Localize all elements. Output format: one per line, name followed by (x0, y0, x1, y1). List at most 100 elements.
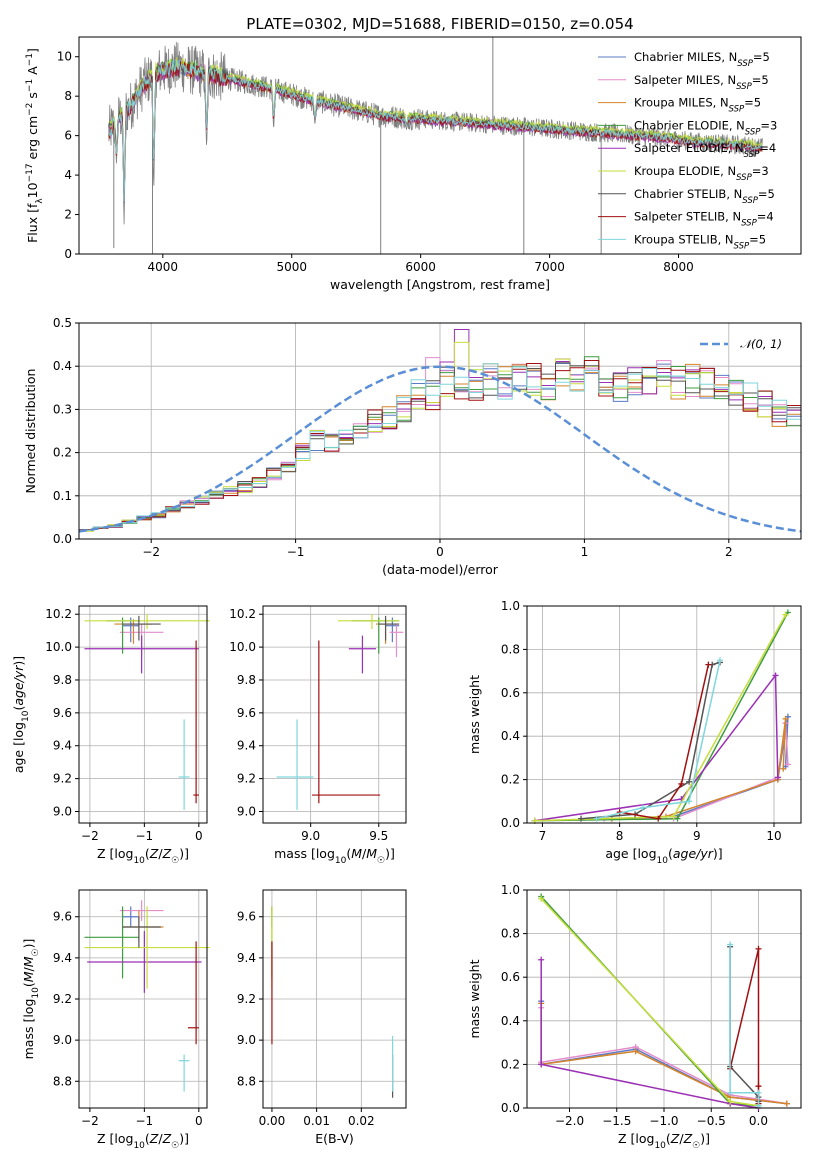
weight-marker (538, 1061, 545, 1068)
label-part: M (366, 846, 377, 861)
label-part: ( (346, 846, 351, 861)
weight-marker (686, 798, 693, 805)
y-tick-label: 10.2 (229, 607, 256, 621)
error-bar-point (87, 931, 202, 993)
y-tick-label: 0.2 (53, 446, 72, 460)
label-part: Z (162, 1131, 172, 1146)
error-bar-point (276, 719, 314, 810)
label-part: ( (145, 1131, 150, 1146)
y-tick-label: 8.8 (53, 1074, 72, 1088)
weight-series (593, 657, 723, 822)
label-part: 10 (335, 856, 347, 866)
residual-histogram-step (79, 360, 801, 539)
axes-frame (78, 36, 802, 255)
y-tick-label: 0.0 (501, 1101, 520, 1115)
age-vs-mass-panel: 9.0 9.5 9.0 9.2 9.4 9.6 9.8 10.0 10.2 mass [log10… (229, 605, 407, 866)
label-part: −17 (25, 163, 35, 182)
label-part: 10 (133, 856, 145, 866)
x-tick-label: 8 (616, 829, 624, 843)
legend-entry: Salpeter STELIB, NSSP=4 (634, 210, 774, 229)
legend-label: Salpeter STELIB, N (634, 210, 741, 224)
legend-suffix: =3 (752, 164, 769, 178)
label-part: ( (145, 846, 150, 861)
y-tick-label: 0 (64, 247, 72, 261)
weight-marker (782, 611, 789, 618)
axes-frame (262, 889, 407, 1109)
legend-entry: Salpeter ELODIE, NSSP=4 (634, 141, 776, 160)
weight-marker (727, 1098, 734, 1105)
error-bar-point (337, 614, 400, 630)
legend-subscript: SSP (736, 82, 752, 92)
y-tick-label: 9.0 (237, 1033, 256, 1047)
error-bar-point (122, 906, 139, 928)
x-tick-label: 9 (693, 829, 701, 843)
y-tick-label: 10.2 (45, 607, 72, 621)
y-tick-label: 9.6 (237, 910, 256, 924)
x-axis-label: Z [log10(Z/Z☉)] (97, 846, 189, 866)
y-tick-label: 0.4 (53, 359, 72, 373)
axes-frame (262, 605, 407, 824)
weight-marker (578, 815, 585, 822)
y-axis-label: mass weight (467, 675, 482, 754)
label-part: age [log (11, 722, 26, 773)
y-tick-label: 0.1 (53, 489, 72, 503)
label-part: Z (162, 846, 172, 861)
label-part: Z (149, 846, 159, 861)
x-tick-label: 0.0 (749, 1114, 768, 1128)
weight-marker (639, 804, 646, 811)
x-axis-label: mass [log10(M/M☉)] (274, 846, 395, 866)
weight-series-line (729, 944, 760, 1106)
label-part: ☉ (171, 856, 179, 866)
spectrum-plot-area (108, 37, 763, 254)
label-part: / (362, 846, 367, 861)
label-part: s (25, 92, 40, 103)
label-part: mass [log (274, 846, 335, 861)
y-tick-label: 6 (64, 129, 72, 143)
hist-plot-area (79, 329, 801, 539)
x-tick-label: −1 (136, 829, 154, 843)
y-tick-label: 0.3 (53, 402, 72, 416)
y-tick-label: 9.0 (237, 804, 256, 818)
legend-subscript: SSP (734, 241, 750, 251)
label-part: ( (21, 982, 36, 987)
x-tick-label: −1.5 (602, 1114, 631, 1128)
weight-marker (727, 941, 734, 948)
x-tick-label: −0.5 (697, 1114, 726, 1128)
weight-marker (783, 1100, 790, 1107)
y-tick-label: 0.8 (501, 927, 520, 941)
x-tick-label: 0.00 (259, 1114, 286, 1128)
weight-marker (780, 765, 787, 772)
weight-marker (678, 780, 685, 787)
y-tick-label: 0.2 (501, 773, 520, 787)
y-tick-label: 0.6 (501, 970, 520, 984)
label-part: mass [log (21, 999, 36, 1060)
error-bar-point (193, 640, 199, 804)
legend-entry: Kroupa STELIB, NSSP=5 (634, 232, 766, 251)
label-part: ] (25, 48, 40, 53)
weight-marker (632, 1048, 639, 1055)
legend-entry: Salpeter MILES, NSSP=5 (634, 73, 769, 92)
label-part: )] (21, 939, 36, 949)
y-tick-label: 9.4 (53, 951, 72, 965)
label-part: ( (666, 1131, 671, 1146)
weight-vs-metallicity-panel: −2.0 −1.5 −1.0 −0.5 0.0 0.0 0.2 0.4 0.6 0.8 1.0 mas… (467, 883, 802, 1151)
error-bar-point (312, 640, 381, 804)
x-tick-label: −1.0 (649, 1114, 678, 1128)
x-axis-label: wavelength [Angstrom, rest frame] (330, 277, 550, 292)
y-tick-label: 10.0 (229, 640, 256, 654)
weight-series-line (619, 664, 710, 820)
legend-suffix: =5 (744, 96, 761, 110)
error-bar-point (122, 617, 139, 643)
x-tick-label: 7000 (534, 260, 565, 274)
label-part: 10 (31, 987, 41, 999)
weight-marker (782, 715, 789, 722)
label-part: Z [log (97, 1131, 133, 1146)
legend-subscript: SSP (745, 127, 761, 137)
error-bar-point (119, 900, 164, 921)
label-part: )] (179, 846, 189, 861)
label-part: ☉ (171, 1141, 179, 1151)
y-tick-label: 8.8 (237, 1074, 256, 1088)
weight-marker (670, 813, 677, 820)
legend-subscript: SSP (736, 173, 752, 183)
